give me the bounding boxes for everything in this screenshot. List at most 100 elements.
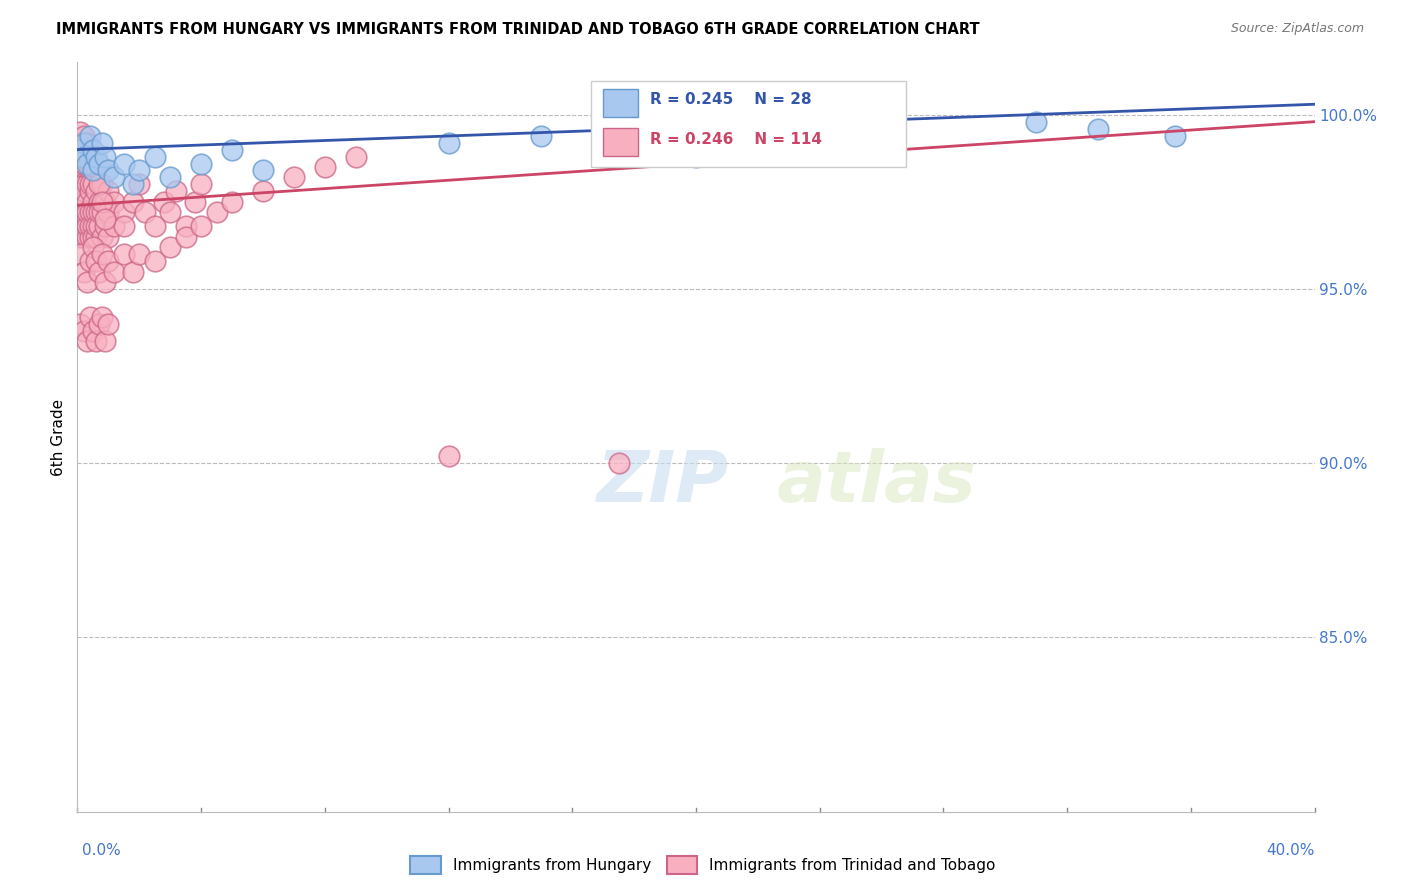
Bar xyxy=(603,88,638,117)
Point xyxy=(314,160,336,174)
Point xyxy=(87,156,110,170)
Point xyxy=(685,149,707,163)
Point xyxy=(437,449,460,463)
Point xyxy=(76,275,98,289)
Point xyxy=(128,178,150,192)
Point xyxy=(72,160,94,174)
Point xyxy=(128,163,150,178)
Point xyxy=(97,163,120,178)
Point xyxy=(221,194,243,209)
Point xyxy=(143,149,166,163)
Point xyxy=(76,160,98,174)
Point xyxy=(91,136,114,150)
Point xyxy=(79,143,101,157)
Point xyxy=(69,178,91,192)
Point xyxy=(91,194,114,209)
Point xyxy=(252,185,274,199)
Point xyxy=(91,229,114,244)
Point xyxy=(87,205,110,219)
Point xyxy=(190,219,212,234)
Point xyxy=(76,212,98,227)
Point xyxy=(839,114,862,128)
Point xyxy=(76,205,98,219)
Point xyxy=(184,194,207,209)
Point xyxy=(72,205,94,219)
Point xyxy=(91,205,114,219)
Text: IMMIGRANTS FROM HUNGARY VS IMMIGRANTS FROM TRINIDAD AND TOBAGO 6TH GRADE CORRELA: IMMIGRANTS FROM HUNGARY VS IMMIGRANTS FR… xyxy=(56,22,980,37)
Point xyxy=(94,212,117,227)
Point xyxy=(103,219,125,234)
Point xyxy=(72,128,94,143)
Point xyxy=(190,178,212,192)
Point xyxy=(87,194,110,209)
Point xyxy=(221,143,243,157)
Point xyxy=(72,264,94,278)
Point xyxy=(97,185,120,199)
Point xyxy=(82,194,104,209)
Point xyxy=(82,205,104,219)
Point xyxy=(72,143,94,157)
Text: Source: ZipAtlas.com: Source: ZipAtlas.com xyxy=(1230,22,1364,36)
Text: 40.0%: 40.0% xyxy=(1267,843,1315,858)
Text: R = 0.245    N = 28: R = 0.245 N = 28 xyxy=(650,93,811,107)
Point xyxy=(91,247,114,261)
Point xyxy=(79,229,101,244)
Point xyxy=(76,194,98,209)
Point xyxy=(190,156,212,170)
Point xyxy=(159,205,181,219)
Point xyxy=(94,275,117,289)
Point xyxy=(84,185,107,199)
Point xyxy=(79,205,101,219)
Point xyxy=(72,324,94,338)
Point xyxy=(79,254,101,268)
Point xyxy=(165,185,187,199)
Point xyxy=(82,160,104,174)
Point xyxy=(103,264,125,278)
Point xyxy=(97,317,120,331)
Point xyxy=(530,128,553,143)
Point xyxy=(79,178,101,192)
Point xyxy=(76,149,98,163)
Point xyxy=(69,185,91,199)
Point xyxy=(112,247,135,261)
Bar xyxy=(603,128,638,156)
Point xyxy=(153,194,176,209)
Point xyxy=(84,219,107,234)
Point xyxy=(87,264,110,278)
Point xyxy=(91,310,114,324)
Point xyxy=(94,194,117,209)
Point xyxy=(69,143,91,157)
Point xyxy=(122,178,145,192)
Point xyxy=(134,205,156,219)
Point xyxy=(84,229,107,244)
Point xyxy=(76,229,98,244)
Point xyxy=(72,178,94,192)
Point xyxy=(69,160,91,174)
Point xyxy=(607,456,630,470)
Point xyxy=(69,247,91,261)
Point xyxy=(112,205,135,219)
Point xyxy=(76,334,98,349)
Point xyxy=(94,219,117,234)
Point xyxy=(143,219,166,234)
Point xyxy=(87,219,110,234)
Point xyxy=(159,170,181,185)
Point xyxy=(87,178,110,192)
Point xyxy=(128,247,150,261)
Point xyxy=(76,219,98,234)
Point xyxy=(84,160,107,174)
Text: 0.0%: 0.0% xyxy=(82,843,121,858)
Point xyxy=(82,229,104,244)
Point xyxy=(72,229,94,244)
Y-axis label: 6th Grade: 6th Grade xyxy=(51,399,66,475)
Point xyxy=(84,254,107,268)
Point xyxy=(97,254,120,268)
Point xyxy=(174,219,197,234)
Point xyxy=(82,219,104,234)
Point xyxy=(82,240,104,254)
Point xyxy=(76,178,98,192)
Point xyxy=(1164,128,1187,143)
Point xyxy=(72,185,94,199)
Point xyxy=(112,219,135,234)
Point xyxy=(205,205,228,219)
